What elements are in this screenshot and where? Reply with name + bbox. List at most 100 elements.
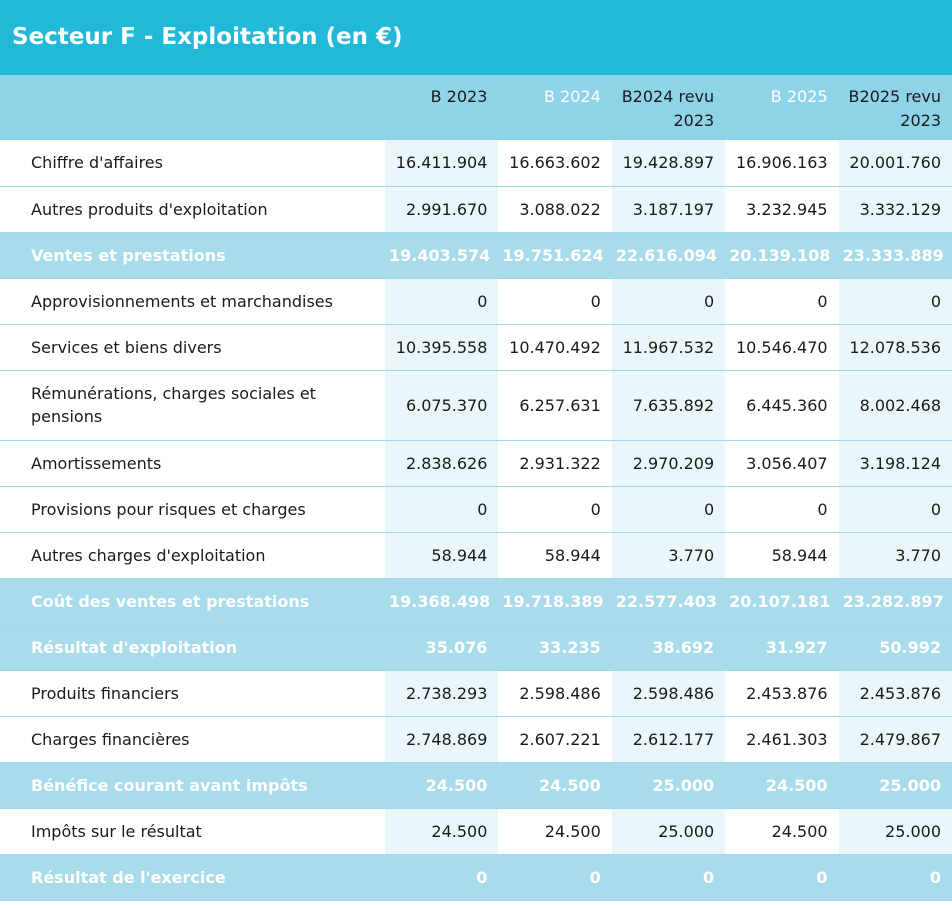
cell-value: 33.235	[498, 624, 612, 671]
cell-value: 19.368.498	[385, 578, 499, 625]
cell-value: 0	[725, 486, 839, 533]
cell-value: 6.257.631	[498, 370, 612, 441]
cell-value: 2.991.670	[385, 186, 499, 233]
column-header: B 2025	[725, 75, 839, 140]
cell-value: 16.411.904	[385, 140, 499, 187]
cell-value: 10.395.558	[385, 324, 499, 371]
cell-value: 19.428.897	[611, 140, 726, 187]
cell-value: 3.088.022	[498, 186, 612, 233]
cell-value: 0	[385, 486, 499, 533]
row-label: Coût des ventes et prestations	[0, 578, 385, 625]
cell-value: 0	[838, 486, 952, 533]
cell-value: 0	[725, 278, 839, 325]
table-row: Impôts sur le résultat 24.500 24.500 25.000…	[0, 808, 952, 855]
cell-value: 0	[385, 854, 499, 901]
column-header: B 2023	[385, 75, 499, 140]
header-row: B 2023 B 2024 B2024 revu 2023 B 2025 B2025 r…	[0, 75, 952, 140]
cell-value: 24.500	[498, 808, 612, 855]
cell-value: 2.931.322	[498, 440, 612, 487]
cell-value: 10.546.470	[725, 324, 839, 371]
table-row: Approvisionnements et marchandises 0 0 0 0 0	[0, 278, 952, 325]
subtotal-row: Résultat d'exploitation 35.076 33.235 38.69…	[0, 624, 952, 671]
subtotal-row: Ventes et prestations 19.403.574 19.751.62…	[0, 232, 952, 279]
cell-value: 20.001.760	[838, 140, 952, 187]
cell-value: 3.198.124	[838, 440, 952, 487]
table-row: Autres produits d'exploitation 2.991.670 3…	[0, 186, 952, 233]
cell-value: 0	[498, 278, 612, 325]
cell-value: 8.002.468	[838, 370, 952, 441]
table-row: Chiffre d'affaires 16.411.904 16.663.602 19…	[0, 140, 952, 187]
cell-value: 2.738.293	[385, 670, 499, 717]
row-label: Rémunérations, charges sociales et pensi…	[0, 370, 385, 441]
cell-value: 0	[611, 486, 726, 533]
cell-value: 24.500	[725, 762, 839, 809]
row-label: Résultat d'exploitation	[0, 624, 385, 671]
cell-value: 2.453.876	[838, 670, 952, 717]
cell-value: 0	[611, 278, 726, 325]
row-label: Autres produits d'exploitation	[0, 186, 385, 233]
cell-value: 2.461.303	[725, 716, 839, 763]
table-row: Rémunérations, charges sociales et pensi…	[0, 370, 952, 441]
cell-value: 2.453.876	[725, 670, 839, 717]
cell-value: 23.333.889	[838, 232, 952, 279]
cell-value: 25.000	[611, 808, 726, 855]
cell-value: 2.838.626	[385, 440, 499, 487]
cell-value: 24.500	[498, 762, 612, 809]
cell-value: 3.770	[838, 532, 952, 579]
cell-value: 22.577.403	[611, 578, 726, 625]
row-label: Charges financières	[0, 716, 385, 763]
row-label: Autres charges d'exploitation	[0, 532, 385, 579]
cell-value: 6.445.360	[725, 370, 839, 441]
cell-value: 16.663.602	[498, 140, 612, 187]
cell-value: 24.500	[385, 808, 499, 855]
cell-value: 2.970.209	[611, 440, 726, 487]
cell-value: 2.748.869	[385, 716, 499, 763]
cell-value: 7.635.892	[611, 370, 726, 441]
cell-value: 2.612.177	[611, 716, 726, 763]
cell-value: 16.906.163	[725, 140, 839, 187]
table-row: Charges financières 2.748.869 2.607.221 2.6…	[0, 716, 952, 763]
cell-value: 38.692	[611, 624, 726, 671]
subtotal-row: Bénéfice courant avant impôts 24.500 24.50…	[0, 762, 952, 809]
cell-value: 11.967.532	[611, 324, 726, 371]
data-table: B 2023 B 2024 B2024 revu 2023 B 2025 B2025 r…	[0, 75, 952, 901]
column-header: B2025 revu 2023	[838, 75, 952, 140]
row-label: Résultat de l'exercice	[0, 854, 385, 901]
cell-value: 25.000	[611, 762, 726, 809]
header-cell	[0, 75, 385, 140]
cell-value: 2.598.486	[498, 670, 612, 717]
row-label: Services et biens divers	[0, 324, 385, 371]
table-row: Services et biens divers 10.395.558 10.470…	[0, 324, 952, 371]
cell-value: 19.403.574	[385, 232, 499, 279]
cell-value: 24.500	[385, 762, 499, 809]
column-header: B 2024	[498, 75, 612, 140]
cell-value: 50.992	[838, 624, 952, 671]
cell-value: 0	[838, 278, 952, 325]
row-label: Approvisionnements et marchandises	[0, 278, 385, 325]
table-row: Produits financiers 2.738.293 2.598.486 2.5…	[0, 670, 952, 717]
cell-value: 31.927	[725, 624, 839, 671]
cell-value: 24.500	[725, 808, 839, 855]
table-title: Secteur F - Exploitation (en €)	[0, 0, 952, 75]
cell-value: 2.607.221	[498, 716, 612, 763]
table-row: Amortissements 2.838.626 2.931.322 2.970.20…	[0, 440, 952, 487]
cell-value: 0	[498, 486, 612, 533]
row-label: Chiffre d'affaires	[0, 140, 385, 187]
cell-value: 12.078.536	[838, 324, 952, 371]
row-label: Provisions pour risques et charges	[0, 486, 385, 533]
row-label: Bénéfice courant avant impôts	[0, 762, 385, 809]
row-label: Ventes et prestations	[0, 232, 385, 279]
cell-value: 58.944	[725, 532, 839, 579]
subtotal-row: Résultat de l'exercice 0 0 0 0 0	[0, 854, 952, 901]
cell-value: 0	[725, 854, 839, 901]
cell-value: 3.056.407	[725, 440, 839, 487]
cell-value: 10.470.492	[498, 324, 612, 371]
cell-value: 20.139.108	[725, 232, 839, 279]
column-header: B2024 revu 2023	[611, 75, 726, 140]
table-body: Chiffre d'affaires 16.411.904 16.663.602 19…	[0, 140, 952, 901]
cell-value: 6.075.370	[385, 370, 499, 441]
cell-value: 19.751.624	[498, 232, 612, 279]
cell-value: 3.187.197	[611, 186, 726, 233]
table-row: Provisions pour risques et charges 0 0 0 0 0	[0, 486, 952, 533]
